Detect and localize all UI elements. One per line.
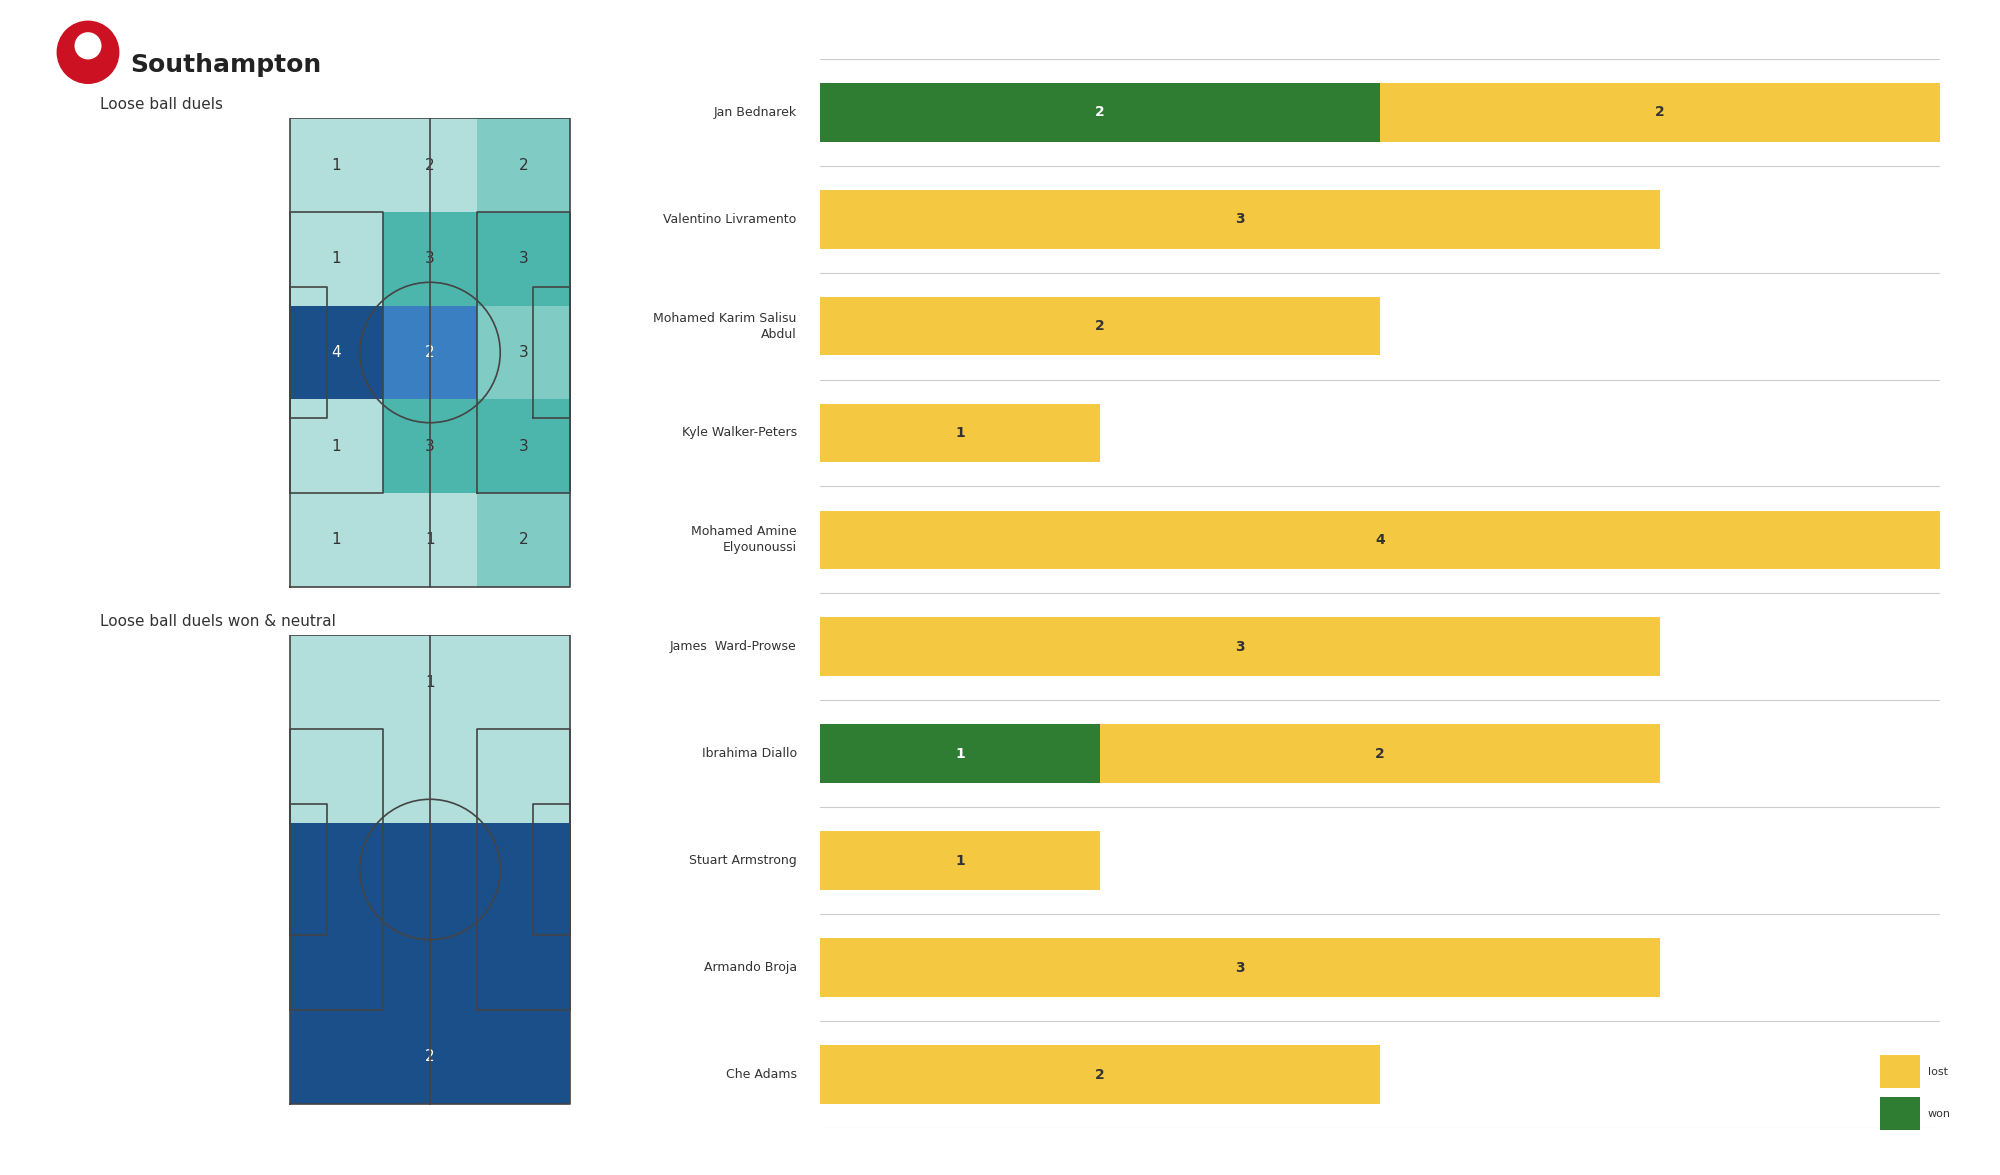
Bar (290, 119, 384, 212)
Bar (1880, 1055, 1920, 1088)
Bar (384, 728, 476, 822)
Text: James  Ward-Prowse: James Ward-Prowse (670, 640, 796, 653)
Bar (384, 636, 476, 728)
Bar (384, 822, 476, 917)
Text: Jan Bednarek: Jan Bednarek (714, 106, 796, 119)
Bar (476, 306, 570, 400)
Text: Che Adams: Che Adams (726, 1068, 796, 1081)
Bar (384, 119, 476, 212)
Bar (384, 400, 476, 494)
Bar (384, 306, 476, 400)
Text: 2: 2 (1656, 106, 1664, 119)
Bar (476, 119, 570, 212)
Bar (290, 636, 384, 728)
Circle shape (76, 33, 100, 59)
Text: Stuart Armstrong: Stuart Armstrong (688, 854, 796, 867)
Text: 2: 2 (426, 157, 434, 173)
Bar (476, 400, 570, 494)
Bar (476, 212, 570, 306)
Text: Mohamed Amine
Elyounoussi: Mohamed Amine Elyounoussi (692, 525, 796, 555)
Text: Valentino Livramento: Valentino Livramento (664, 213, 796, 226)
Bar (476, 916, 570, 1010)
Text: 1: 1 (956, 854, 964, 867)
Text: Armando Broja: Armando Broja (704, 961, 796, 974)
Bar (1100, 724, 1660, 784)
Bar (384, 916, 476, 1010)
Text: lost: lost (1928, 1067, 1948, 1076)
Bar (384, 212, 476, 306)
Bar (820, 296, 1380, 356)
Bar (290, 1010, 384, 1103)
Bar (476, 822, 570, 917)
Text: 4: 4 (332, 345, 342, 360)
Text: 1: 1 (426, 532, 434, 548)
Text: 2: 2 (426, 1049, 434, 1065)
Bar (820, 82, 1380, 142)
Bar (820, 831, 1100, 891)
Bar (1880, 1097, 1920, 1130)
Text: Ibrahima Diallo: Ibrahima Diallo (702, 747, 796, 760)
Bar (476, 1010, 570, 1103)
Text: 2: 2 (1096, 106, 1104, 119)
Text: Loose ball duels won & neutral: Loose ball duels won & neutral (100, 613, 336, 629)
Text: Southampton: Southampton (130, 53, 322, 76)
Text: 3: 3 (518, 251, 528, 267)
Bar (820, 938, 1660, 998)
Text: 3: 3 (426, 438, 434, 454)
Text: Loose ball duels: Loose ball duels (100, 96, 224, 112)
Text: Kyle Walker-Peters: Kyle Walker-Peters (682, 427, 796, 439)
Text: 3: 3 (518, 438, 528, 454)
Text: 2: 2 (518, 532, 528, 548)
Bar (290, 728, 384, 822)
Text: 2: 2 (518, 157, 528, 173)
Text: 2: 2 (1096, 320, 1104, 333)
Bar (820, 1045, 1380, 1104)
Text: 1: 1 (332, 438, 342, 454)
Bar (290, 822, 384, 917)
Circle shape (58, 21, 118, 83)
Text: won: won (1928, 1109, 1952, 1119)
Bar (476, 728, 570, 822)
Text: 1: 1 (956, 427, 964, 439)
Bar (384, 494, 476, 586)
Text: 3: 3 (1236, 961, 1244, 974)
Text: 1: 1 (332, 532, 342, 548)
Text: 1: 1 (956, 747, 964, 760)
Text: 2: 2 (1376, 747, 1384, 760)
Bar (384, 1010, 476, 1103)
Bar (290, 916, 384, 1010)
Text: 1: 1 (332, 251, 342, 267)
Bar (290, 400, 384, 494)
Bar (290, 494, 384, 586)
Bar (820, 724, 1100, 784)
Bar (820, 510, 1940, 570)
Text: 3: 3 (1236, 640, 1244, 653)
Text: 4: 4 (1376, 533, 1384, 546)
Text: 2: 2 (1096, 1068, 1104, 1081)
Text: 1: 1 (426, 674, 434, 690)
Bar (476, 636, 570, 728)
Text: 1: 1 (332, 157, 342, 173)
Text: 3: 3 (518, 345, 528, 360)
Text: 3: 3 (426, 251, 434, 267)
Text: 3: 3 (1236, 213, 1244, 226)
Bar (820, 189, 1660, 249)
Text: Mohamed Karim Salisu
Abdul: Mohamed Karim Salisu Abdul (654, 311, 796, 341)
Bar (290, 306, 384, 400)
Bar (290, 212, 384, 306)
Text: 2: 2 (426, 345, 434, 360)
Bar (820, 403, 1100, 463)
Bar (1380, 82, 1940, 142)
Bar (820, 617, 1660, 677)
Bar (476, 494, 570, 586)
